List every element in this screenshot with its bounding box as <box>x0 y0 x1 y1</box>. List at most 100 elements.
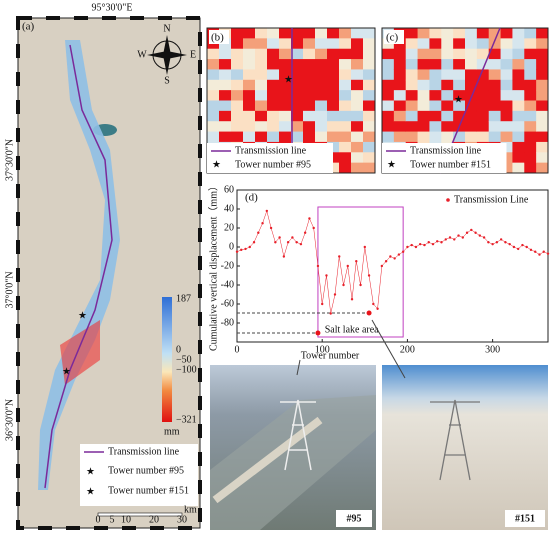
pixel <box>382 69 395 81</box>
data-point <box>316 264 320 268</box>
data-point <box>244 247 247 251</box>
label-bg <box>209 30 229 44</box>
data-point <box>261 222 264 225</box>
pixel <box>303 28 316 39</box>
panel-legend <box>382 143 507 173</box>
panel-label: (a) <box>22 21 35 33</box>
pixel <box>327 121 340 133</box>
pixel <box>339 28 352 39</box>
pixel <box>351 38 364 50</box>
pixel <box>207 121 220 133</box>
pixel <box>243 59 256 70</box>
pixel <box>500 38 513 50</box>
pixel <box>488 79 502 91</box>
pixel <box>231 59 244 70</box>
pixel <box>512 110 525 122</box>
data-point <box>257 231 260 234</box>
pixel <box>488 59 502 70</box>
pixel <box>512 28 525 39</box>
series-line <box>236 210 549 314</box>
lat-label: 36°30'0"N <box>4 399 15 441</box>
pixel <box>536 110 549 122</box>
pixel <box>429 38 442 50</box>
data-point <box>461 236 464 239</box>
lon-label: 95°30'0"E <box>92 2 133 13</box>
pixel <box>339 121 352 133</box>
pixel <box>488 69 502 81</box>
pixel <box>267 110 280 122</box>
pixel <box>500 100 513 112</box>
pixel <box>488 90 502 101</box>
compass-n: N <box>163 23 170 34</box>
pixel <box>465 38 478 50</box>
pixel <box>536 79 549 91</box>
x-tick-label: 300 <box>485 344 500 355</box>
pixel <box>524 48 537 60</box>
pixel <box>243 69 256 81</box>
pixel <box>393 121 407 133</box>
pixel <box>453 59 466 70</box>
pixel <box>524 131 537 143</box>
pixel <box>351 48 364 60</box>
scale-label: 10 <box>121 514 131 525</box>
pixel <box>500 79 513 91</box>
pixel <box>512 79 525 91</box>
data-point <box>363 245 367 249</box>
pixel <box>219 110 232 122</box>
pixel <box>327 131 340 143</box>
pixel <box>207 48 220 60</box>
data-point <box>380 264 384 268</box>
pixel <box>524 28 537 39</box>
pixel <box>351 162 364 174</box>
tower-151-marker: ★ <box>78 310 87 321</box>
pixel <box>441 121 454 133</box>
pixel <box>351 79 364 91</box>
pixel <box>291 121 304 133</box>
pixel <box>453 79 466 91</box>
y-tick-label: -80 <box>221 317 234 328</box>
pixel <box>524 90 537 101</box>
pixel <box>279 121 292 133</box>
pixel <box>417 90 430 101</box>
data-point <box>325 274 328 277</box>
pixel <box>429 110 442 122</box>
pixel <box>231 90 244 101</box>
pixel <box>351 90 364 101</box>
pixel <box>524 152 537 164</box>
pixel <box>279 59 292 70</box>
y-tick-label: -60 <box>221 298 234 309</box>
pixel <box>429 48 442 60</box>
scale-label: 5 <box>110 514 115 525</box>
y-tick-label: 60 <box>224 184 234 195</box>
pixel <box>500 141 513 153</box>
pixel <box>255 59 268 70</box>
pixel <box>279 48 292 60</box>
colorbar-unit: mm <box>164 426 180 437</box>
pixel <box>363 131 376 143</box>
pixel <box>512 48 525 60</box>
pixel <box>536 28 549 39</box>
map-legend <box>80 444 198 506</box>
legend-label: Transmission line <box>108 446 180 457</box>
pixel <box>512 59 525 70</box>
pixel <box>327 69 340 81</box>
pixel <box>279 100 292 112</box>
compass-w: W <box>137 49 147 60</box>
pixel <box>363 38 376 50</box>
pixel <box>417 110 430 122</box>
pixel <box>536 100 549 112</box>
pixel <box>382 110 395 122</box>
scale-label: 20 <box>149 514 159 525</box>
pixel <box>512 121 525 133</box>
pixel <box>207 100 220 112</box>
legend-label: Tower number #151 <box>410 159 491 170</box>
legend-label: Transmission line <box>410 145 482 156</box>
pixel <box>219 100 232 112</box>
colorbar-label: −321 <box>176 414 197 425</box>
pixel <box>255 28 268 39</box>
pixel <box>453 28 466 39</box>
pixel <box>351 141 364 153</box>
data-point <box>444 238 447 241</box>
pixel <box>405 79 419 91</box>
pixel <box>441 100 454 112</box>
